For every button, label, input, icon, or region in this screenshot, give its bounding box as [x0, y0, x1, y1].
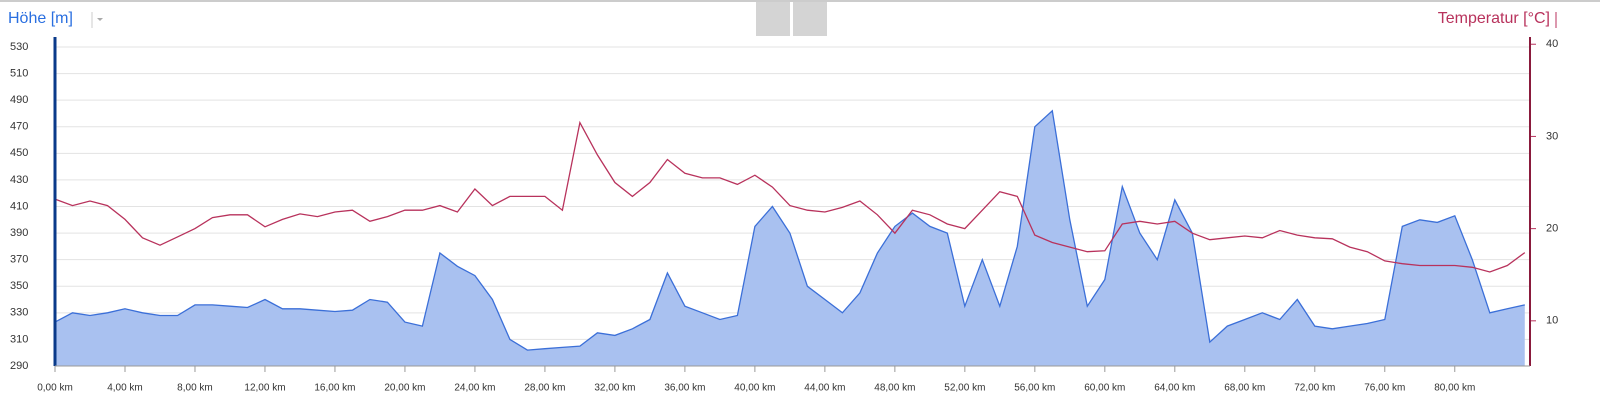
x-tick-label: 64,00 km	[1154, 383, 1195, 394]
line	[54, 120, 1526, 273]
y-tick-label: 390	[10, 227, 28, 239]
x-tick-label: 20,00 km	[384, 383, 425, 394]
area	[55, 110, 1525, 366]
y2-tick-label: 10	[1546, 315, 1558, 327]
x-tick-label: 4,00 km	[107, 383, 143, 394]
zoom-in-button[interactable]	[756, 2, 790, 36]
zoom-out-button[interactable]	[793, 2, 827, 36]
dropdown-arrow[interactable]	[97, 18, 103, 21]
y-tick-label: 330	[10, 307, 28, 319]
y-tick-label: 350	[10, 280, 28, 292]
y-tick-label: 310	[10, 333, 28, 345]
y-tick-label: 370	[10, 254, 28, 266]
y-tick-label: 410	[10, 200, 28, 212]
y2-tick-label: 40	[1546, 38, 1558, 50]
x-tick-label: 28,00 km	[524, 383, 565, 394]
x-tick-label: 44,00 km	[804, 383, 845, 394]
x-tick-label: 60,00 km	[1084, 383, 1125, 394]
x-tick-label: 72,00 km	[1294, 383, 1335, 394]
y-tick-label: 490	[10, 94, 28, 106]
x-tick-label: 32,00 km	[594, 383, 635, 394]
x-tick-label: 16,00 km	[314, 383, 355, 394]
x-tick-label: 8,00 km	[177, 383, 213, 394]
y2-tick-label: 20	[1546, 223, 1558, 235]
x-tick-label: 68,00 km	[1224, 383, 1265, 394]
x-tick-label: 12,00 km	[244, 383, 285, 394]
x-tick-label: 24,00 km	[454, 383, 495, 394]
x-tick-label: 36,00 km	[664, 383, 705, 394]
y-axis-label: Höhe [m]	[8, 10, 73, 27]
y-tick-label: 450	[10, 147, 28, 159]
y-tick-label: 430	[10, 174, 28, 186]
y-tick-label: 470	[10, 121, 28, 133]
y-tick-label: 510	[10, 67, 28, 79]
y-tick-label: 290	[10, 360, 28, 372]
y2-tick-label: 30	[1546, 130, 1558, 142]
x-tick-label: 80,00 km	[1434, 383, 1475, 394]
x-tick-label: 52,00 km	[944, 383, 985, 394]
y2-axis-label: Temperatur [°C]	[1438, 10, 1550, 27]
area-line	[54, 109, 1525, 351]
y-tick-label: 530	[10, 41, 28, 53]
x-tick-label: 56,00 km	[1014, 383, 1055, 394]
x-tick-label: 0,00 km	[37, 383, 73, 394]
x-tick-label: 76,00 km	[1364, 383, 1405, 394]
x-tick-label: 48,00 km	[874, 383, 915, 394]
x-tick-label: 40,00 km	[734, 383, 775, 394]
